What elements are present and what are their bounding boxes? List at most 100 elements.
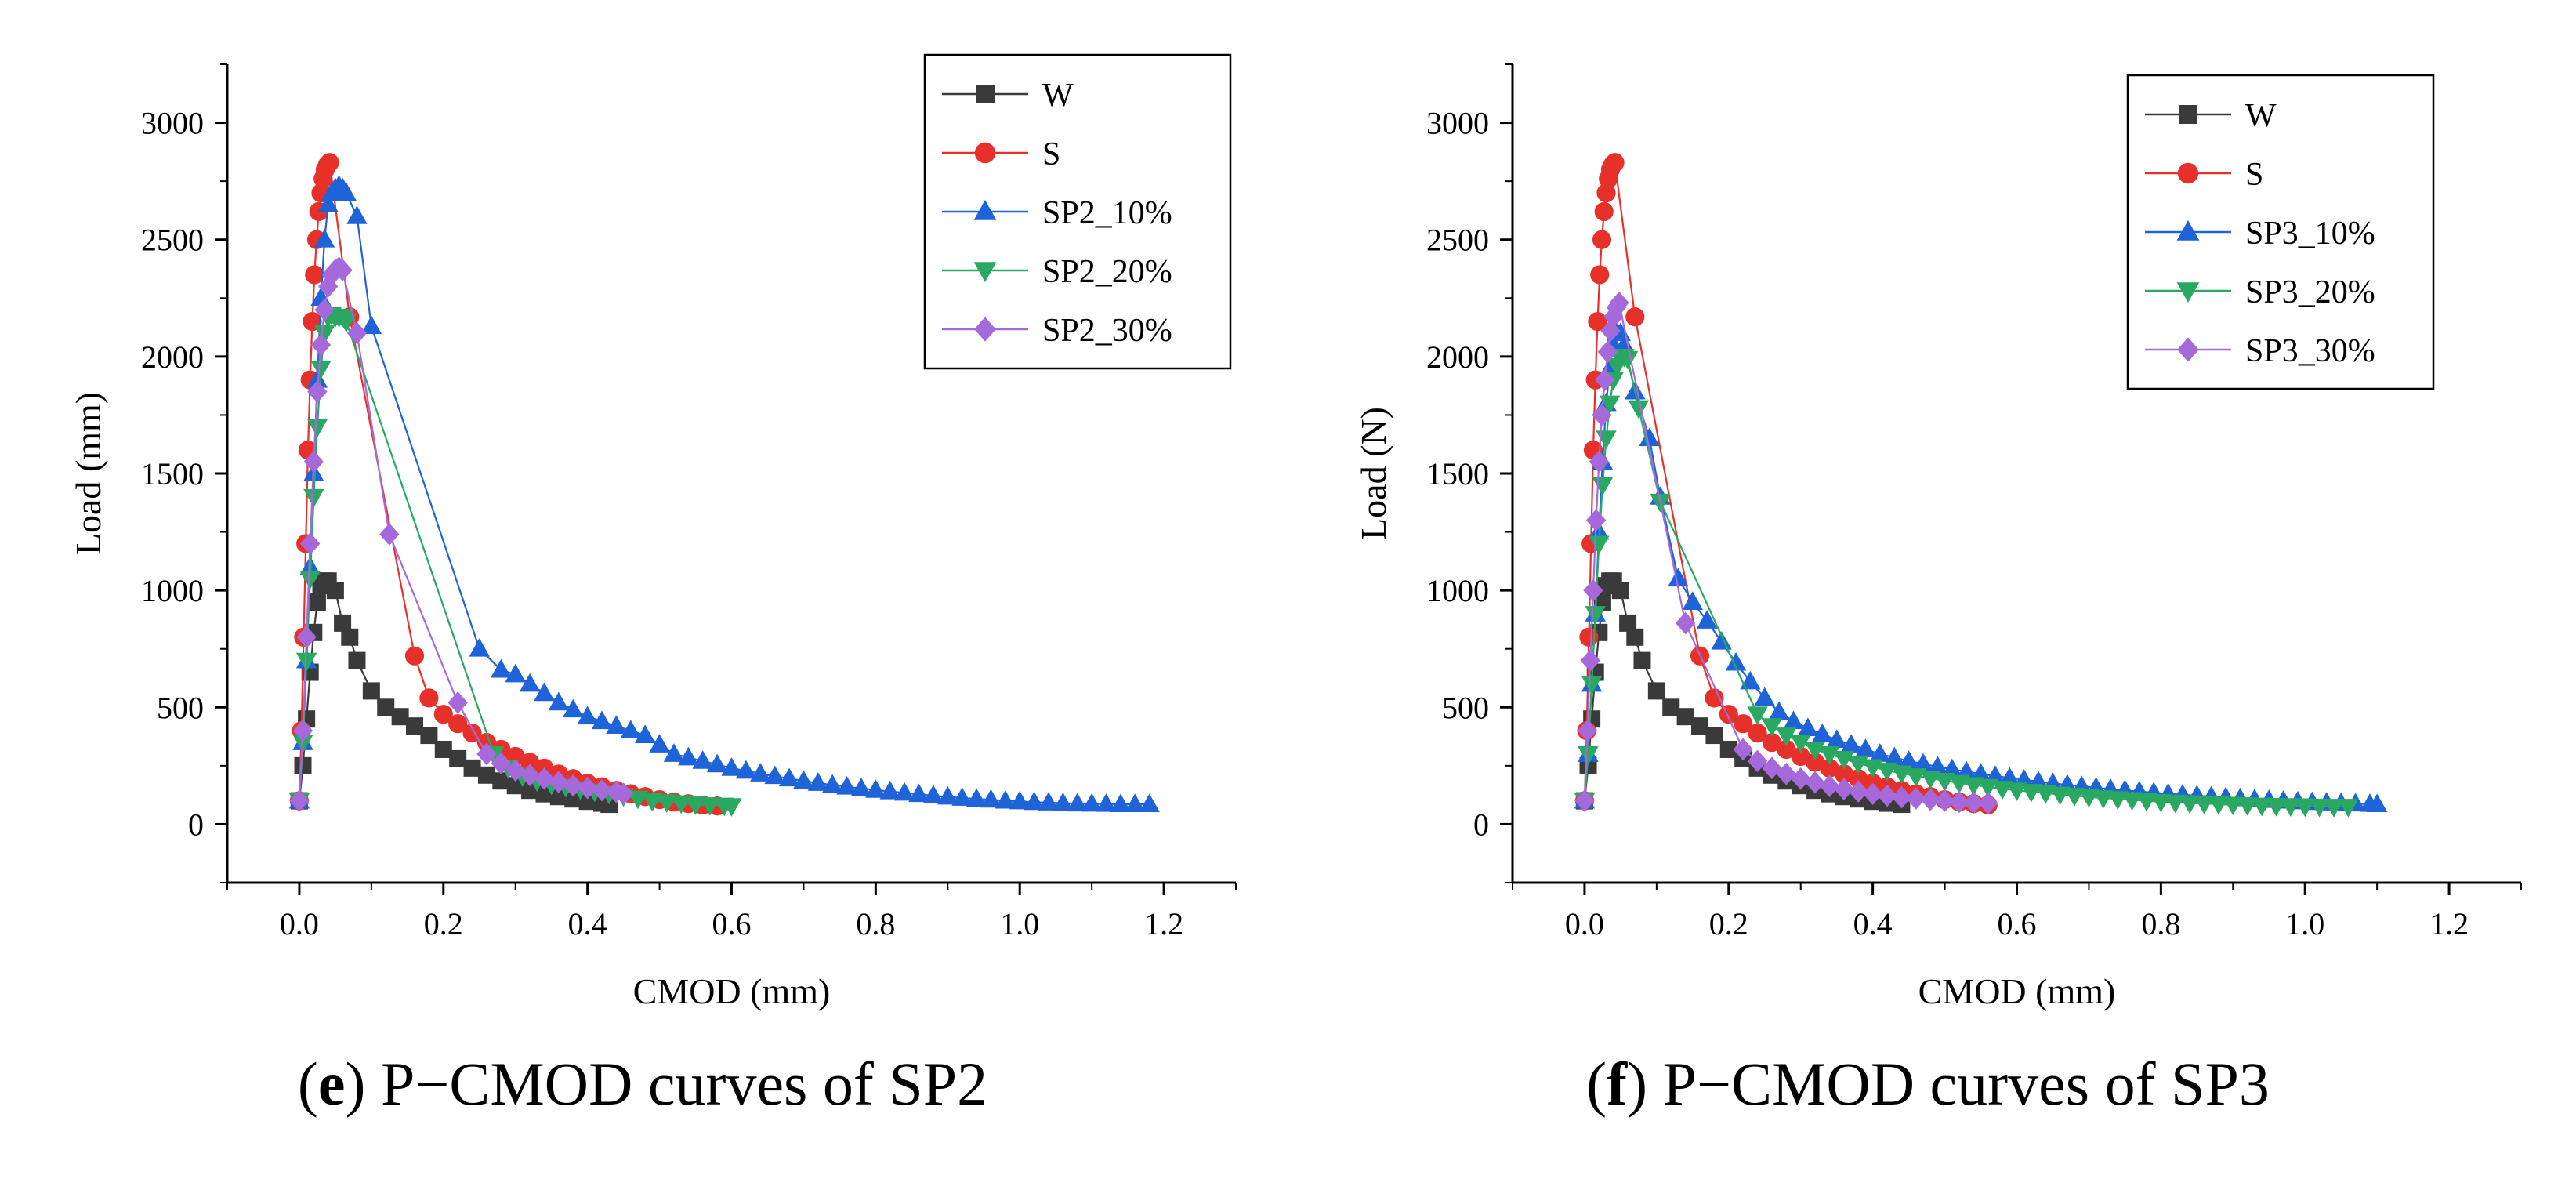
legend-marker-sp2-30pct bbox=[974, 317, 996, 342]
data-point-w bbox=[434, 740, 452, 758]
chart-e-plot: 0.0 0.2 0.4 0.6 0.8 1.0 1.2 0 500 1000 1500 2000 250… bbox=[68, 53, 1237, 1011]
y-tick-label: 1500 bbox=[1426, 456, 1489, 491]
data-point-sp3-20pct bbox=[2136, 793, 2158, 812]
legend-marker-s bbox=[2177, 162, 2199, 184]
y-axis-label: Load (N) bbox=[1353, 407, 1393, 540]
data-point-sp2-10pct bbox=[836, 775, 857, 795]
data-point-sp2-30pct bbox=[300, 532, 321, 555]
data-point-sp2-10pct bbox=[951, 787, 973, 806]
data-point-s bbox=[1820, 758, 1839, 778]
data-point-sp2-10pct bbox=[735, 760, 757, 779]
data-point-sp3-20pct bbox=[2121, 792, 2143, 811]
x-tick-label: 0.0 bbox=[1565, 906, 1604, 941]
data-point-sp2-10pct bbox=[879, 780, 900, 800]
data-point-sp2-10pct bbox=[1096, 793, 1117, 812]
data-point-sp2-30pct bbox=[310, 333, 332, 357]
caption-e-letter: e bbox=[317, 1050, 346, 1118]
data-point-w bbox=[1626, 628, 1644, 646]
legend-marker-sp2-20pct bbox=[973, 262, 997, 282]
y-tick-label: 2000 bbox=[141, 339, 204, 375]
x-tick-label: 0.4 bbox=[1853, 906, 1893, 941]
data-point-s bbox=[1748, 723, 1767, 743]
data-point-s bbox=[448, 714, 468, 734]
caption-e: (e) P−CMOD curves of SP2 bbox=[297, 1050, 988, 1118]
data-point-sp2-10pct bbox=[822, 774, 843, 793]
data-point-sp3-20pct bbox=[2092, 790, 2114, 809]
data-point-sp3-10pct bbox=[1884, 746, 1905, 766]
data-point-sp3-20pct bbox=[2078, 789, 2100, 808]
data-point-sp3-10pct bbox=[1768, 701, 1790, 720]
data-point-sp2-20pct bbox=[295, 652, 317, 672]
data-point-sp2-10pct bbox=[1139, 793, 1160, 812]
data-point-sp3-20pct bbox=[1991, 781, 2013, 800]
data-point-sp3-20pct bbox=[1804, 742, 1826, 760]
series-line-s bbox=[1583, 160, 1988, 807]
data-point-sp3-10pct bbox=[1912, 753, 1934, 772]
data-point-sp3-10pct bbox=[1783, 710, 1804, 730]
data-point-sp3-20pct bbox=[1776, 727, 1797, 746]
data-point-sp3-20pct bbox=[1977, 778, 1998, 798]
data-point-sp3-10pct bbox=[1970, 763, 1991, 782]
data-point-sp3-10pct bbox=[1955, 760, 1977, 780]
data-point-sp3-20pct bbox=[1790, 735, 1811, 753]
data-point-sp3-20pct bbox=[1585, 606, 1606, 625]
data-point-sp2-10pct bbox=[706, 753, 728, 773]
data-point-sp2-10pct bbox=[663, 743, 685, 762]
x-tick-label: 0.2 bbox=[424, 906, 463, 941]
data-point-sp3-30pct bbox=[1819, 774, 1840, 798]
data-point-w bbox=[1662, 698, 1680, 716]
data-point-sp2-10pct bbox=[893, 782, 915, 801]
data-point-s bbox=[1592, 230, 1612, 249]
data-point-sp2-10pct bbox=[750, 763, 771, 782]
data-point-sp3-20pct bbox=[1819, 746, 1840, 765]
series-sp3-20pct bbox=[1574, 348, 2359, 818]
data-point-sp2-30pct bbox=[476, 742, 497, 766]
legend-label-s: S bbox=[1042, 136, 1060, 172]
data-point-sp3-20pct bbox=[1963, 777, 1984, 796]
legend-marker-s bbox=[974, 142, 996, 164]
data-point-sp2-30pct bbox=[577, 776, 598, 800]
data-point-sp3-30pct bbox=[1733, 738, 1753, 761]
data-point-sp2-20pct bbox=[313, 325, 335, 344]
data-point-sp3-20pct bbox=[1905, 768, 1926, 787]
data-point-sp3-20pct bbox=[2223, 796, 2244, 816]
data-point-sp2-10pct bbox=[1024, 791, 1045, 811]
data-point-sp3-30pct bbox=[1906, 787, 1926, 810]
series-w bbox=[290, 572, 618, 814]
data-point-sp3-20pct bbox=[2208, 796, 2230, 815]
data-point-w bbox=[1647, 682, 1665, 700]
data-point-sp3-30pct bbox=[1862, 782, 1883, 805]
legend-marker-w bbox=[2179, 105, 2197, 124]
legend-label-sp2-30pct: SP2_30% bbox=[1042, 313, 1172, 349]
data-point-sp2-10pct bbox=[1067, 793, 1088, 812]
x-axis-label: CMOD (mm) bbox=[1918, 971, 2116, 1011]
data-point-sp2-30pct bbox=[520, 764, 540, 787]
y-tick-label: 2500 bbox=[1426, 223, 1489, 258]
data-point-sp3-10pct bbox=[2366, 793, 2388, 812]
data-point-sp2-20pct bbox=[642, 793, 663, 812]
data-point-sp3-20pct bbox=[2035, 785, 2056, 804]
data-point-sp2-30pct bbox=[314, 298, 335, 321]
data-point-sp3-20pct bbox=[1581, 676, 1603, 695]
data-point-sp3-30pct bbox=[1776, 762, 1796, 785]
legend: WS SP2_10% SP2_20% SP2_30% bbox=[923, 53, 1232, 370]
data-point-sp3-10pct bbox=[1725, 651, 1747, 671]
data-point-sp2-10pct bbox=[534, 682, 555, 702]
data-point-s bbox=[433, 705, 453, 724]
data-point-sp3-20pct bbox=[2323, 799, 2345, 818]
data-point-sp2-10pct bbox=[678, 746, 699, 766]
data-point-sp2-10pct bbox=[937, 785, 958, 805]
data-point-s bbox=[1705, 688, 1724, 708]
series-sp2-20pct bbox=[288, 307, 742, 817]
data-point-sp2-10pct bbox=[519, 673, 541, 692]
data-point-sp2-10pct bbox=[865, 779, 886, 798]
caption-f-text: P−CMOD curves of SP3 bbox=[1662, 1050, 2270, 1118]
data-point-s bbox=[1734, 714, 1753, 734]
y-tick-label: 3000 bbox=[1426, 106, 1489, 141]
legend-label-w: W bbox=[2245, 98, 2277, 134]
data-point-s bbox=[1590, 265, 1610, 285]
data-point-sp3-20pct bbox=[1628, 400, 1650, 419]
legend-marker-sp2-10pct bbox=[973, 200, 997, 220]
x-tick-label: 1.0 bbox=[1000, 906, 1039, 941]
data-point-sp3-20pct bbox=[2266, 797, 2287, 817]
